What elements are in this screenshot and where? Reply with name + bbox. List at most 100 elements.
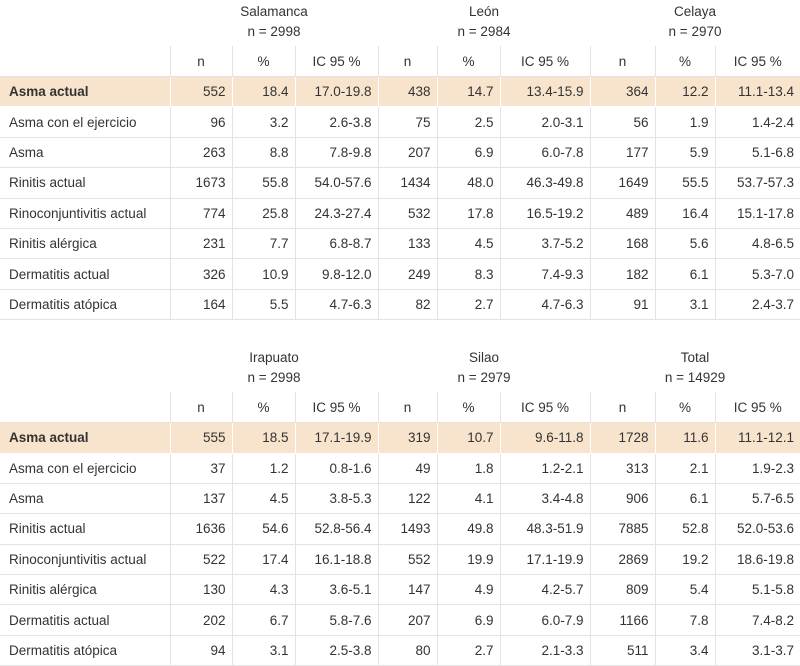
table-cell: 14.7 — [436, 75, 501, 108]
table-cell: 18.6-19.8 — [714, 543, 800, 576]
table-cell: 7885 — [589, 513, 656, 545]
table-cell: 17.1-19.9 — [499, 543, 591, 576]
table-cell: 25.8 — [231, 197, 296, 229]
column-header: IC 95 % — [499, 392, 591, 424]
table-row: Dermatitis atópica 164 5.5 4.7-6.3 82 2.7 4.7-… — [0, 288, 800, 321]
table-cell: 5.9 — [654, 136, 716, 169]
group-name: Salamanca — [240, 4, 308, 19]
column-header: IC 95 % — [714, 392, 800, 424]
table-cell: 4.7-6.3 — [294, 288, 379, 321]
table-cell: 11.6 — [654, 422, 716, 454]
table-cell: 1.2-2.1 — [499, 452, 591, 484]
row-label: Asma — [0, 136, 171, 169]
column-header: IC 95 % — [294, 392, 379, 424]
table-cell: 1.4-2.4 — [714, 106, 800, 138]
table-cell: 3.4-4.8 — [499, 482, 591, 515]
table-cell: 17.0-19.8 — [294, 75, 379, 108]
table-cell: 1728 — [589, 422, 656, 454]
table-row: Rinitis alérgica 130 4.3 3.6-5.1 147 4.9 4.2-5… — [0, 574, 800, 606]
table-cell: 364 — [589, 75, 656, 108]
table-cell: 19.9 — [436, 543, 501, 576]
table-cell: 8.3 — [436, 258, 501, 290]
column-header: n — [377, 46, 438, 77]
table-cell: 18.4 — [231, 75, 296, 108]
table-cell: 147 — [377, 574, 438, 606]
column-header: % — [436, 46, 501, 77]
group-header: Irapuato n = 2998 — [170, 346, 378, 392]
table-row: Rinitis actual 1636 54.6 52.8-56.4 1493 49.8 4… — [0, 513, 800, 545]
column-header-row: n% IC 95 % n% IC 95 % n% IC 95 % — [0, 46, 800, 77]
group-header: Total n = 14929 — [590, 346, 800, 392]
table-cell: 2.0-3.1 — [499, 106, 591, 138]
table-cell: 1673 — [169, 167, 233, 199]
table-row: Asma con el ejercicio 37 1.2 0.8-1.6 49 1.8 1.… — [0, 452, 800, 484]
group-header: León n = 2984 — [378, 0, 590, 46]
table-cell: 5.7-6.5 — [714, 482, 800, 515]
table-cell: 207 — [377, 136, 438, 169]
table-cell: 19.2 — [654, 543, 716, 576]
group-header-row: Salamanca n = 2998 León n = 2984 Celaya n = 2… — [0, 0, 800, 46]
table-cell: 4.1 — [436, 482, 501, 515]
table-cell: 438 — [377, 75, 438, 108]
table-cell: 16.1-18.8 — [294, 543, 379, 576]
table-cell: 54.6 — [231, 513, 296, 545]
table-cell: 3.7-5.2 — [499, 227, 591, 260]
table-cell: 1.8 — [436, 452, 501, 484]
row-label: Dermatitis actual — [0, 258, 171, 290]
row-label: Rinitis actual — [0, 167, 171, 199]
table-cell: 12.2 — [654, 75, 716, 108]
table-cell: 3.2 — [231, 106, 296, 138]
table-row: Dermatitis actual 326 10.9 9.8-12.0 249 8.3 7.… — [0, 258, 800, 290]
table-cell: 1493 — [377, 513, 438, 545]
group-n: n = 2998 — [247, 370, 301, 386]
table-cell: 13.4-15.9 — [499, 75, 591, 108]
table-cell: 122 — [377, 482, 438, 515]
table-cell: 17.4 — [231, 543, 296, 576]
column-header: n — [169, 46, 233, 77]
table-row: Rinitis actual 1673 55.8 54.0-57.6 1434 48.0 4… — [0, 167, 800, 199]
group-header: Silao n = 2979 — [378, 346, 590, 392]
table-cell: 4.5 — [436, 227, 501, 260]
table-cell: 6.9 — [436, 604, 501, 636]
row-label: Rinoconjuntivitis actual — [0, 197, 171, 229]
table-cell: 168 — [589, 227, 656, 260]
data-table: Irapuato n = 2998 Silao n = 2979 Total n = 14… — [0, 346, 800, 666]
row-label: Rinitis actual — [0, 513, 171, 545]
table-cell: 202 — [169, 604, 233, 636]
empty-cell — [0, 346, 170, 392]
table-cell: 7.4-8.2 — [714, 604, 800, 636]
table-cell: 52.0-53.6 — [714, 513, 800, 545]
table-cell: 17.8 — [436, 197, 501, 229]
table-cell: 137 — [169, 482, 233, 515]
table-cell: 4.5 — [231, 482, 296, 515]
table-cell: 6.7 — [231, 604, 296, 636]
table-row: Asma 137 4.5 3.8-5.3 122 4.1 3.4-4.8 906 6.1 5.7-… — [0, 482, 800, 515]
group-header-row: Irapuato n = 2998 Silao n = 2979 Total n = 14… — [0, 346, 800, 392]
table-cell: 9.6-11.8 — [499, 422, 591, 454]
empty-cell — [0, 0, 170, 46]
table-cell: 906 — [589, 482, 656, 515]
table-cell: 5.1-6.8 — [714, 136, 800, 169]
table-cell: 3.8-5.3 — [294, 482, 379, 515]
group-n: n = 2979 — [457, 370, 511, 386]
empty-cell — [0, 46, 171, 77]
table-cell: 774 — [169, 197, 233, 229]
table-cell: 532 — [377, 197, 438, 229]
empty-cell — [0, 392, 171, 424]
table-cell: 7.4-9.3 — [499, 258, 591, 290]
table-cell: 6.9 — [436, 136, 501, 169]
table-cell: 15.1-17.8 — [714, 197, 800, 229]
table-cell: 4.3 — [231, 574, 296, 606]
table-cell: 55.8 — [231, 167, 296, 199]
table-cell: 249 — [377, 258, 438, 290]
table-cell: 133 — [377, 227, 438, 260]
table-cell: 555 — [169, 422, 233, 454]
table-cell: 53.7-57.3 — [714, 167, 800, 199]
table-cell: 0.8-1.6 — [294, 452, 379, 484]
column-header: IC 95 % — [714, 46, 800, 77]
table-cell: 49.8 — [436, 513, 501, 545]
table-cell: 552 — [377, 543, 438, 576]
table-cell: 91 — [589, 288, 656, 321]
table-cell: 37 — [169, 452, 233, 484]
